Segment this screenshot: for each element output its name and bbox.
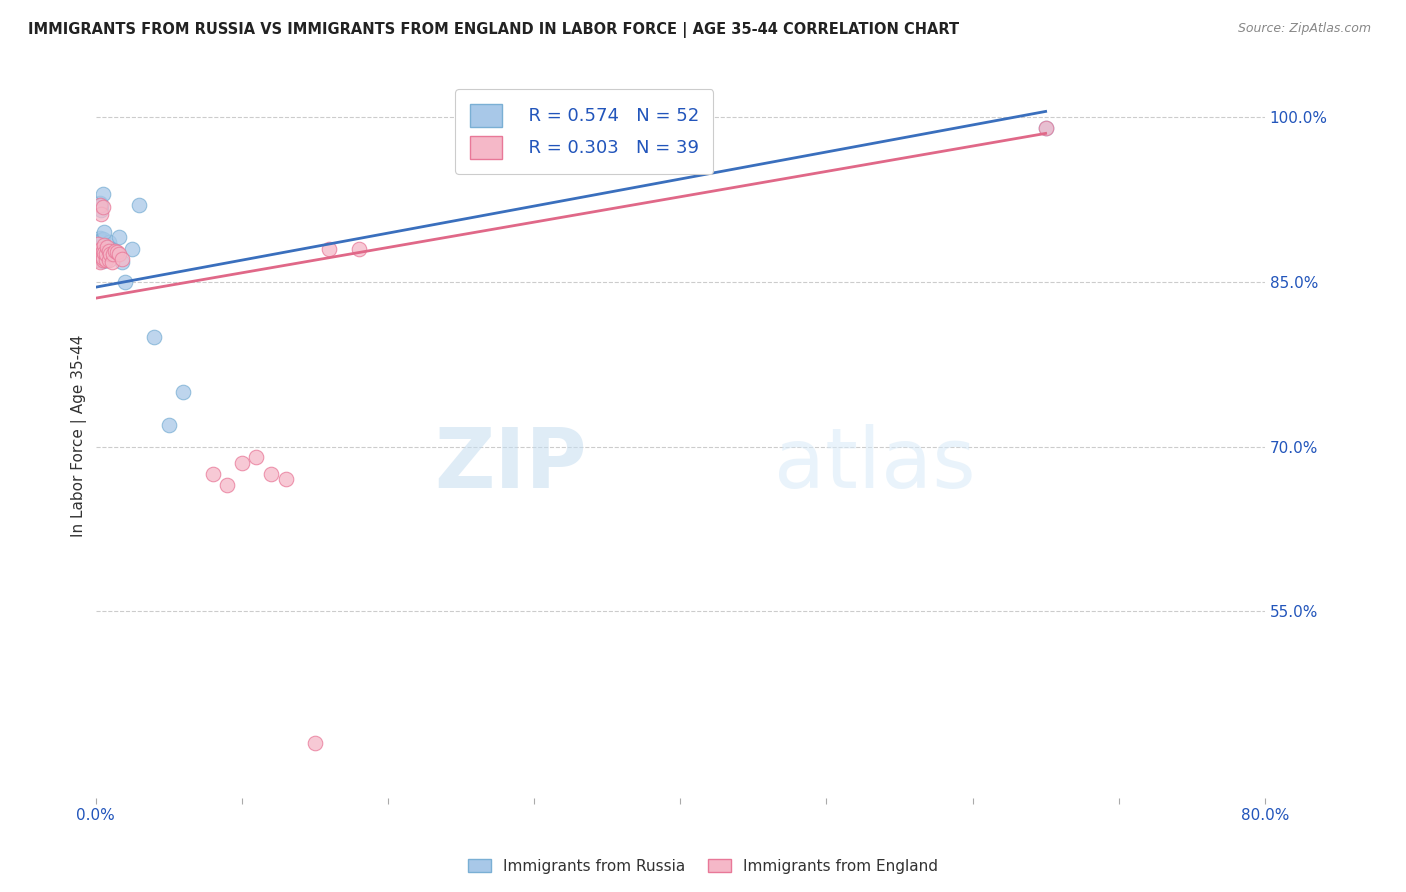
Point bbox=[93, 225, 115, 239]
Point bbox=[98, 247, 121, 261]
Point bbox=[100, 255, 122, 269]
Point bbox=[101, 243, 124, 257]
Text: Source: ZipAtlas.com: Source: ZipAtlas.com bbox=[1237, 22, 1371, 36]
Point bbox=[93, 245, 115, 260]
Point bbox=[100, 242, 122, 256]
Point bbox=[89, 247, 111, 261]
Point bbox=[231, 456, 253, 470]
Point bbox=[107, 245, 129, 260]
Point bbox=[90, 206, 112, 220]
Legend: Immigrants from Russia, Immigrants from England: Immigrants from Russia, Immigrants from … bbox=[461, 853, 945, 880]
Point bbox=[128, 198, 150, 212]
Point bbox=[201, 467, 224, 481]
Point bbox=[90, 247, 112, 261]
Point bbox=[172, 384, 194, 399]
Point bbox=[89, 198, 111, 212]
Point bbox=[91, 244, 114, 258]
Point bbox=[97, 244, 120, 258]
Point bbox=[97, 252, 120, 267]
Point bbox=[87, 244, 110, 258]
Point bbox=[90, 242, 112, 256]
Point bbox=[157, 417, 180, 432]
Point bbox=[94, 247, 117, 261]
Point bbox=[217, 478, 239, 492]
Point bbox=[94, 247, 117, 261]
Point bbox=[114, 275, 136, 289]
Point bbox=[87, 237, 110, 252]
Point bbox=[91, 247, 114, 261]
Point bbox=[96, 247, 118, 261]
Point bbox=[97, 235, 120, 249]
Point bbox=[121, 242, 143, 256]
Point bbox=[87, 239, 110, 253]
Point bbox=[1035, 120, 1057, 135]
Point bbox=[90, 247, 112, 261]
Point bbox=[143, 329, 166, 343]
Point bbox=[94, 252, 117, 267]
Point bbox=[111, 255, 134, 269]
Point bbox=[91, 232, 114, 246]
Point bbox=[347, 242, 370, 256]
Point bbox=[89, 195, 111, 210]
Point bbox=[90, 244, 112, 258]
Point bbox=[94, 252, 117, 267]
Point bbox=[111, 252, 134, 266]
Text: IMMIGRANTS FROM RUSSIA VS IMMIGRANTS FROM ENGLAND IN LABOR FORCE | AGE 35-44 COR: IMMIGRANTS FROM RUSSIA VS IMMIGRANTS FRO… bbox=[28, 22, 959, 38]
Point bbox=[91, 253, 114, 268]
Point bbox=[90, 252, 112, 267]
Point bbox=[91, 200, 114, 214]
Point bbox=[96, 239, 118, 253]
Point bbox=[89, 231, 111, 245]
Point bbox=[89, 244, 111, 258]
Point bbox=[596, 120, 619, 135]
Point bbox=[90, 233, 112, 247]
Point bbox=[93, 242, 115, 256]
Point bbox=[93, 247, 115, 261]
Point bbox=[89, 252, 111, 267]
Point bbox=[87, 252, 110, 267]
Legend:   R = 0.574   N = 52,   R = 0.303   N = 39: R = 0.574 N = 52, R = 0.303 N = 39 bbox=[456, 89, 713, 174]
Point bbox=[304, 736, 326, 750]
Point bbox=[91, 252, 114, 267]
Point bbox=[91, 241, 114, 255]
Point bbox=[91, 186, 114, 201]
Point bbox=[1035, 120, 1057, 135]
Point bbox=[103, 244, 125, 258]
Point bbox=[596, 120, 619, 135]
Point bbox=[260, 467, 283, 481]
Text: atlas: atlas bbox=[773, 424, 976, 505]
Point bbox=[90, 198, 112, 212]
Point bbox=[86, 246, 108, 260]
Point bbox=[93, 238, 115, 252]
Point bbox=[90, 203, 112, 218]
Point bbox=[89, 247, 111, 261]
Point bbox=[103, 246, 125, 260]
Point bbox=[86, 246, 108, 260]
Point bbox=[90, 238, 112, 252]
Point bbox=[93, 246, 115, 260]
Point bbox=[318, 242, 340, 256]
Point bbox=[89, 249, 111, 263]
Point bbox=[89, 239, 111, 253]
Point bbox=[101, 247, 124, 261]
Point bbox=[87, 234, 110, 248]
Point bbox=[108, 229, 131, 244]
Point bbox=[90, 252, 112, 267]
Point bbox=[245, 450, 267, 465]
Point bbox=[96, 242, 118, 256]
Text: ZIP: ZIP bbox=[434, 424, 586, 505]
Point bbox=[89, 255, 111, 269]
Point bbox=[98, 244, 121, 258]
Point bbox=[107, 247, 129, 261]
Point bbox=[98, 246, 121, 260]
Point bbox=[108, 247, 131, 261]
Y-axis label: In Labor Force | Age 35-44: In Labor Force | Age 35-44 bbox=[72, 334, 87, 537]
Point bbox=[274, 473, 297, 487]
Point bbox=[91, 251, 114, 265]
Point bbox=[97, 247, 120, 261]
